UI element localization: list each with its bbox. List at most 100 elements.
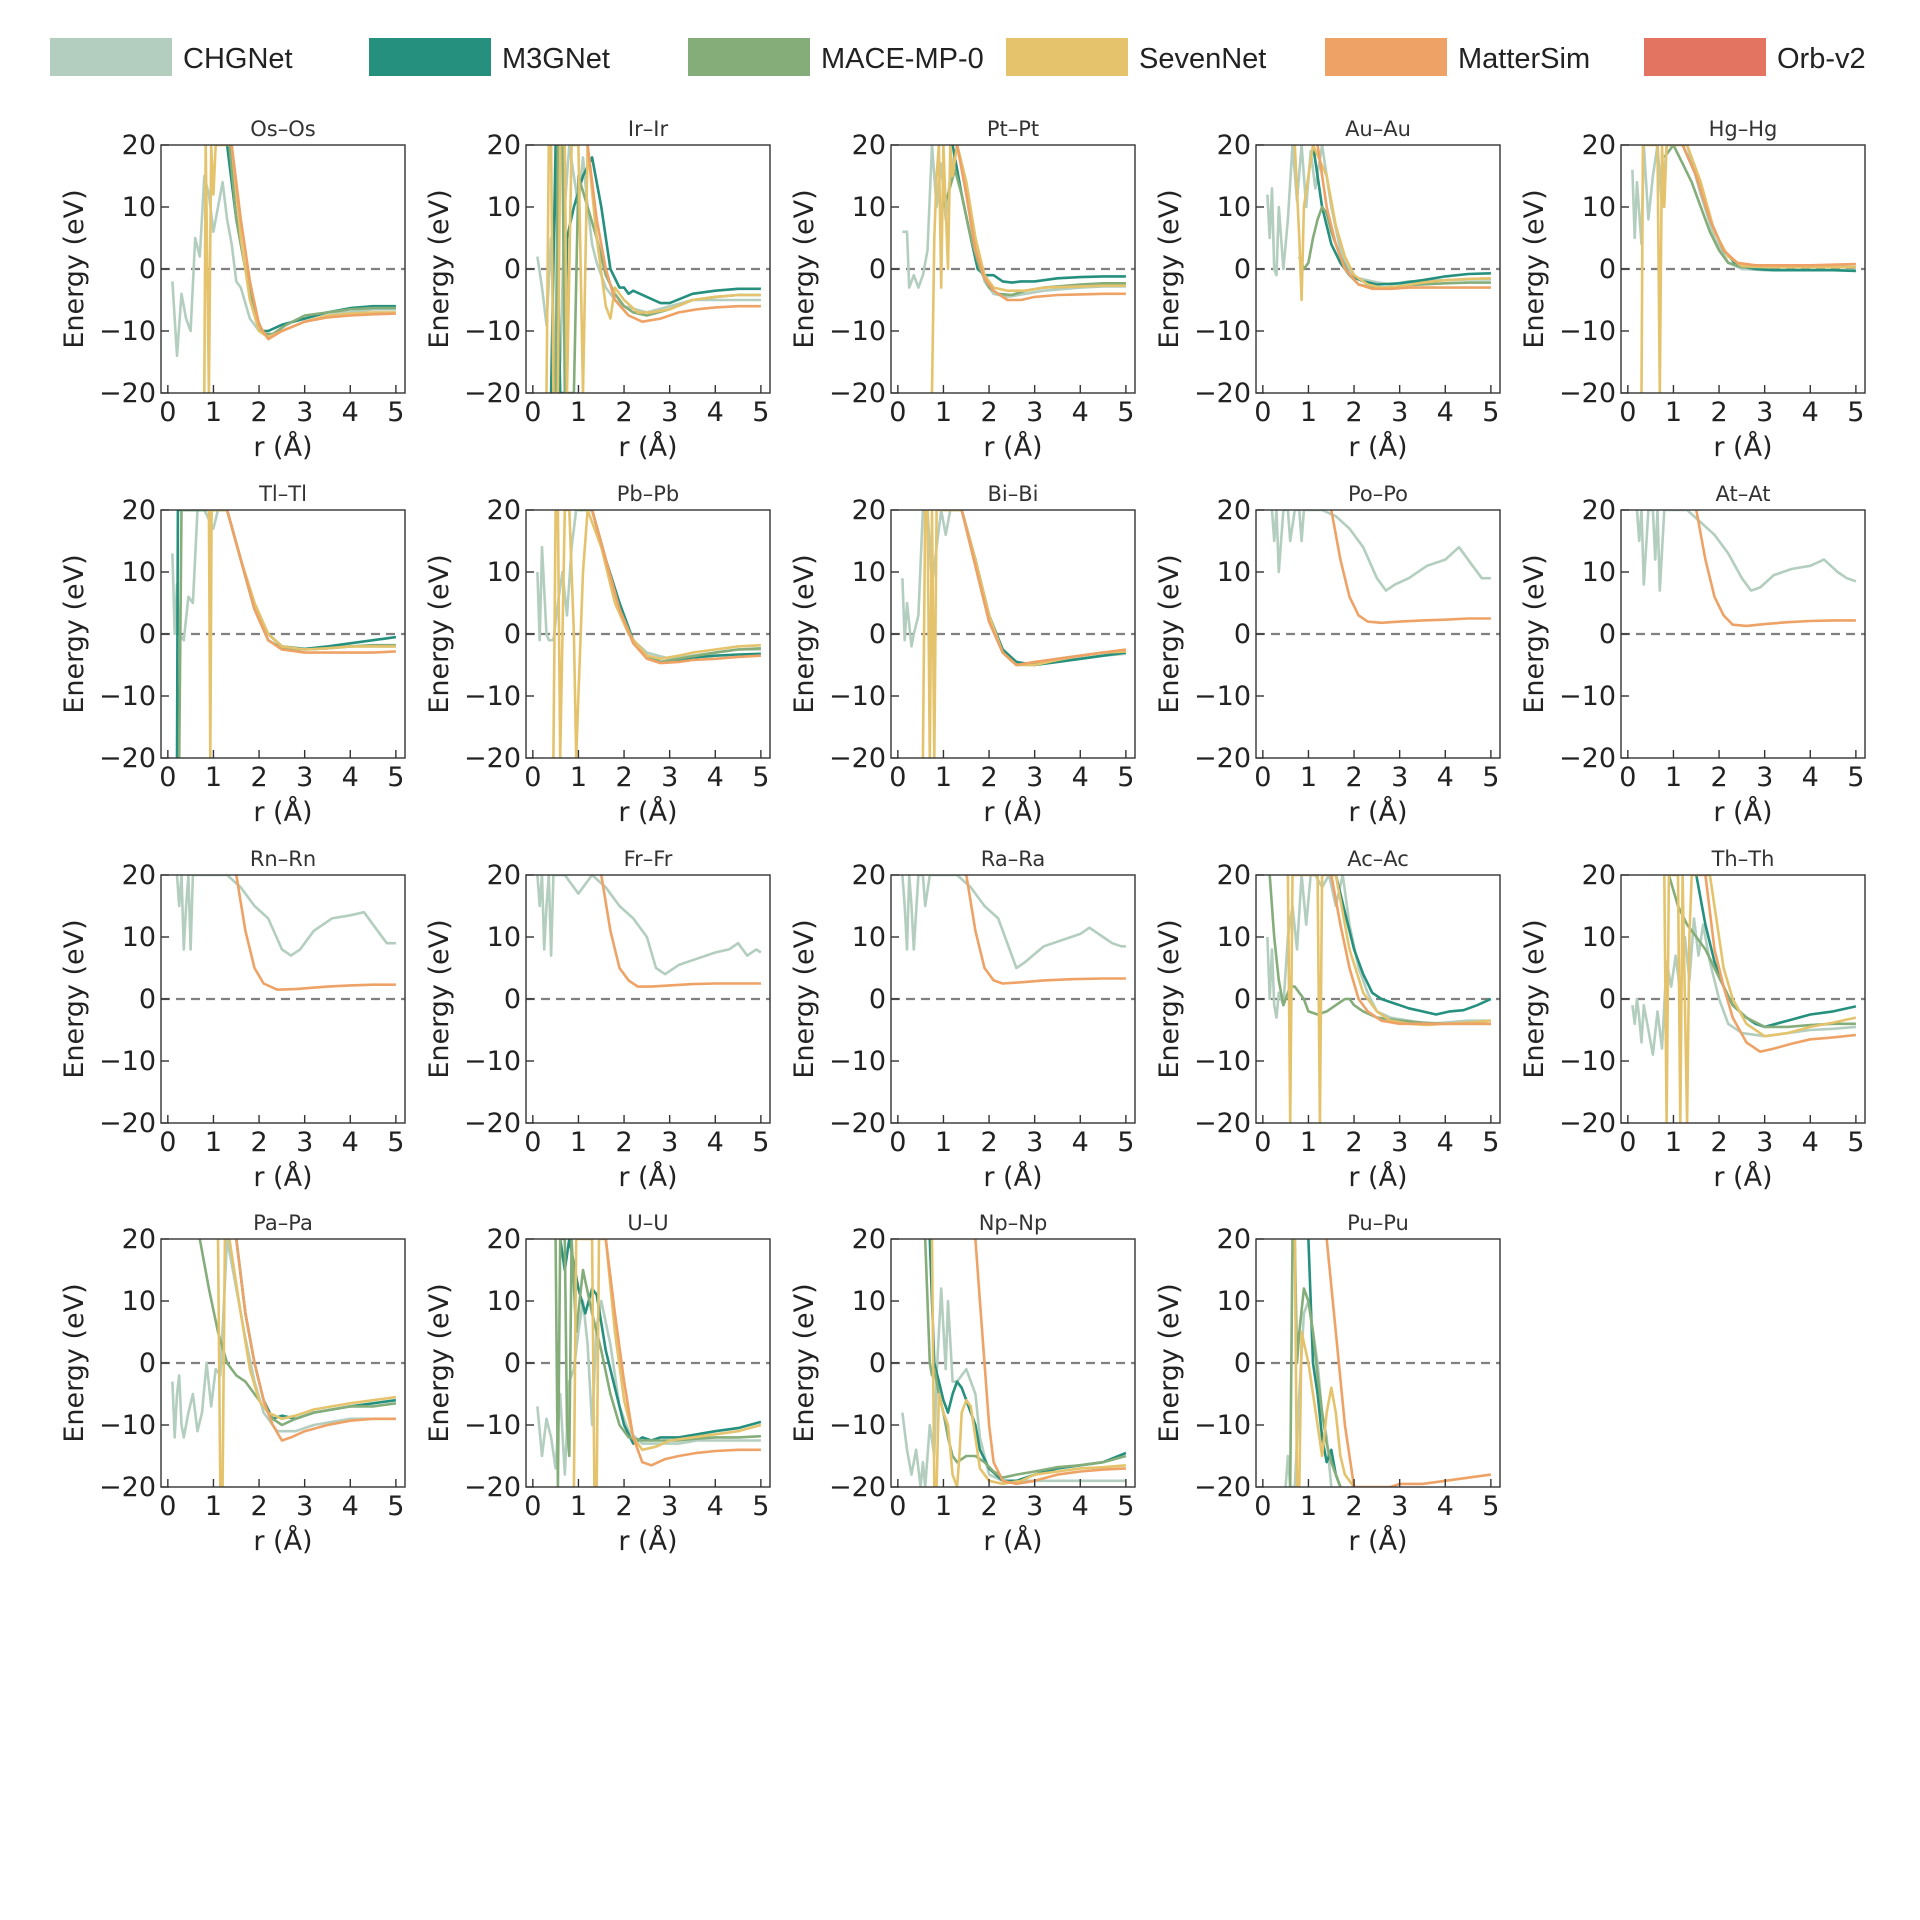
legend-entry-chgnet: CHGNet xyxy=(50,38,293,76)
x-tick-label: 3 xyxy=(296,762,313,793)
x-tick-label: 4 xyxy=(342,397,359,428)
x-tick-label: 5 xyxy=(387,762,404,793)
series-line-mattersim xyxy=(1330,510,1491,625)
plot-area xyxy=(536,145,761,393)
y-tick-label: 0 xyxy=(1234,254,1251,285)
x-tick-label: 4 xyxy=(1072,1127,1089,1158)
y-axis-label: Energy (eV) xyxy=(59,554,90,713)
x-tick-label: 2 xyxy=(980,762,997,793)
x-tick-label: 2 xyxy=(250,1127,267,1158)
y-tick-label: 10 xyxy=(487,1286,521,1317)
series-line-mattersim xyxy=(600,875,761,988)
series-line-m3gnet xyxy=(558,1239,762,1445)
legend-swatch xyxy=(50,38,172,76)
x-tick-label: 4 xyxy=(1437,1491,1454,1522)
legend-entry-m3gnet: M3GNet xyxy=(369,38,610,76)
y-tick-label: 10 xyxy=(1582,922,1616,953)
plot-area xyxy=(1266,875,1492,1123)
series-line-chgnet xyxy=(1635,510,1857,592)
x-tick-label: 5 xyxy=(1117,762,1134,793)
y-axis-label: Energy (eV) xyxy=(1154,554,1185,713)
legend-entry-mattersim: MatterSim xyxy=(1325,38,1590,76)
x-tick-label: 4 xyxy=(1437,762,1454,793)
legend-swatch xyxy=(1006,38,1128,76)
x-tick-label: 1 xyxy=(1300,397,1317,428)
legend-label: SevenNet xyxy=(1139,43,1266,75)
series-line-sevennet xyxy=(1293,145,1491,302)
x-axis-label: r (Å) xyxy=(253,1161,312,1193)
y-tick-label: −20 xyxy=(1194,743,1251,774)
x-tick-label: 4 xyxy=(1437,397,1454,428)
x-tick-label: 0 xyxy=(1254,397,1271,428)
x-tick-label: 5 xyxy=(1847,762,1864,793)
y-tick-label: −20 xyxy=(829,378,886,409)
series-line-chgnet xyxy=(536,875,762,976)
y-axis-label: Energy (eV) xyxy=(59,1283,90,1442)
x-tick-label: 2 xyxy=(615,1491,632,1522)
y-tick-label: 10 xyxy=(852,922,886,953)
series-line-sevennet xyxy=(1286,875,1492,1123)
plot-area xyxy=(1631,145,1856,393)
x-tick-label: 0 xyxy=(1619,397,1636,428)
y-tick-label: −20 xyxy=(1559,378,1616,409)
x-tick-label: 4 xyxy=(1072,762,1089,793)
x-axis-label: r (Å) xyxy=(253,796,312,828)
y-tick-label: 10 xyxy=(852,1286,886,1317)
y-axis-label: Energy (eV) xyxy=(789,919,820,1078)
x-tick-label: 0 xyxy=(159,397,176,428)
x-tick-label: 5 xyxy=(387,397,404,428)
x-tick-label: 2 xyxy=(250,762,267,793)
legend-entry-mace-mp-0: MACE-MP-0 xyxy=(688,38,984,76)
x-tick-label: 1 xyxy=(1300,1127,1317,1158)
x-tick-label: 3 xyxy=(1391,1127,1408,1158)
x-tick-label: 0 xyxy=(1254,762,1271,793)
x-axis-label: r (Å) xyxy=(1348,1161,1407,1193)
series-line-sevennet xyxy=(1663,875,1857,1123)
x-axis-label: r (Å) xyxy=(253,431,312,463)
y-tick-label: 0 xyxy=(1599,984,1616,1015)
x-tick-label: 0 xyxy=(524,1127,541,1158)
x-tick-label: 3 xyxy=(1026,397,1043,428)
panel-title: U–U xyxy=(627,1211,668,1235)
legend-label: CHGNet xyxy=(183,43,293,75)
series-line-mattersim xyxy=(230,145,396,341)
y-axis-label: Energy (eV) xyxy=(59,919,90,1078)
x-tick-label: 2 xyxy=(980,397,997,428)
x-tick-label: 0 xyxy=(159,762,176,793)
y-tick-label: −10 xyxy=(464,1046,521,1077)
y-axis-label: Energy (eV) xyxy=(424,554,455,713)
y-tick-label: −20 xyxy=(1194,1108,1251,1139)
plot-area xyxy=(902,145,1126,393)
y-tick-label: 0 xyxy=(504,984,521,1015)
y-tick-label: 20 xyxy=(1582,495,1616,526)
x-tick-label: 3 xyxy=(1391,762,1408,793)
x-tick-label: 0 xyxy=(159,1491,176,1522)
plot-area xyxy=(536,1239,762,1487)
y-tick-label: −10 xyxy=(829,316,886,347)
x-axis-label: r (Å) xyxy=(1348,1525,1407,1557)
series-line-mace-mp-0 xyxy=(554,1239,761,1487)
series-line-mace-mp-0 xyxy=(923,1239,1127,1479)
x-tick-label: 4 xyxy=(707,1127,724,1158)
y-tick-label: 20 xyxy=(1217,130,1251,161)
x-tick-label: 2 xyxy=(1710,397,1727,428)
x-axis-label: r (Å) xyxy=(983,431,1042,463)
y-tick-label: 0 xyxy=(504,1348,521,1379)
x-tick-label: 2 xyxy=(1710,1127,1727,1158)
y-tick-label: −20 xyxy=(99,743,156,774)
x-tick-label: 5 xyxy=(1482,397,1499,428)
x-tick-label: 1 xyxy=(205,1491,222,1522)
x-tick-label: 0 xyxy=(889,1491,906,1522)
series-line-chgnet xyxy=(171,510,396,651)
x-tick-label: 3 xyxy=(296,1127,313,1158)
y-tick-label: −20 xyxy=(99,1472,156,1503)
